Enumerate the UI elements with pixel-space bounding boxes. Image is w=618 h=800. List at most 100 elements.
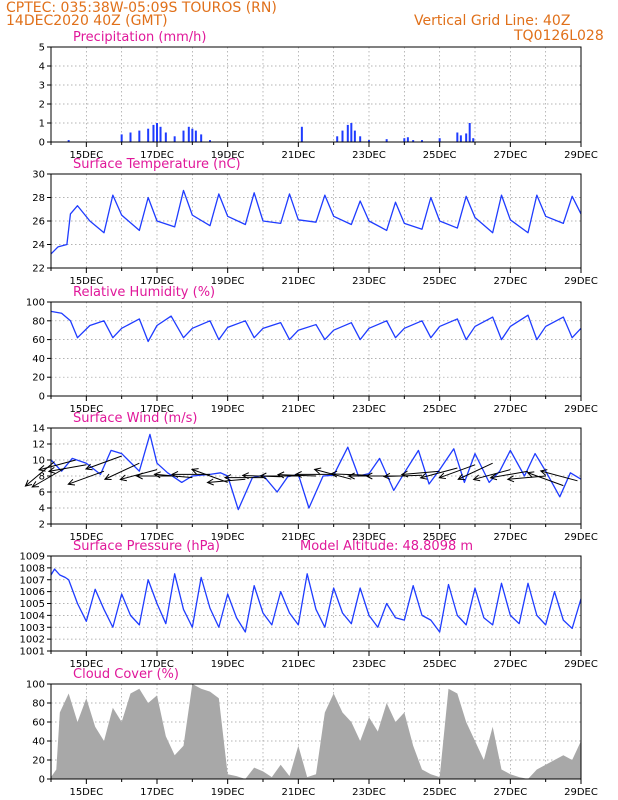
x-tick-label: 29DEC (564, 532, 598, 543)
x-tick-label: 29DEC (564, 787, 598, 798)
y-tick-label: 4 (39, 62, 45, 73)
y-tick-label: 1009 (20, 552, 45, 563)
wind-arrow-head (241, 472, 249, 480)
wind-arrow (540, 470, 578, 482)
y-tick-label: 40 (32, 737, 45, 748)
wind-arrow-head (313, 467, 322, 475)
cloud-title: Cloud Cover (%) (73, 667, 179, 682)
y-tick-label: 0 (39, 392, 45, 403)
y-tick-label: 3 (39, 81, 45, 92)
y-tick-label: 1002 (20, 635, 45, 646)
precip-bar (173, 136, 176, 142)
y-tick-label: 1006 (20, 587, 45, 598)
y-tick-label: 100 (26, 680, 45, 691)
pressure-series-line (50, 568, 582, 633)
y-tick-label: 10 (32, 456, 45, 467)
y-tick-label: 8 (39, 472, 45, 483)
x-tick-label: 25DEC (423, 276, 457, 287)
precip-title: Precipitation (mm/h) (73, 30, 206, 45)
wind-arrow-head (526, 471, 535, 478)
x-tick-label: 23DEC (352, 276, 386, 287)
x-tick-label: 19DEC (211, 532, 245, 543)
precip-bar (341, 130, 344, 142)
x-tick-label: 19DEC (211, 659, 245, 670)
wind-arrow-head (47, 467, 56, 474)
wind-arrow-head (67, 478, 76, 486)
precip-bar (129, 132, 132, 142)
wind-arrow-head (365, 472, 373, 480)
wind-arrow-head (347, 472, 355, 480)
wind-arrow-head (190, 468, 199, 475)
y-tick-label: 100 (26, 298, 45, 309)
y-tick-label: 22 (32, 264, 45, 275)
x-tick-label: 17DEC (140, 787, 174, 798)
x-tick-label: 15DEC (69, 150, 103, 161)
precip-bar (412, 140, 415, 142)
precip-bar (194, 130, 197, 142)
y-tick-label: 12 (32, 440, 45, 451)
x-tick-label: 17DEC (140, 659, 174, 670)
wind-arrow-head (400, 470, 409, 478)
wind-arrow (401, 470, 440, 476)
x-tick-label: 21DEC (281, 532, 315, 543)
y-tick-label: 1007 (20, 575, 45, 586)
cloud-cover-area (51, 684, 581, 779)
x-tick-label: 23DEC (352, 659, 386, 670)
wind-arrow-head (382, 472, 391, 480)
y-tick-label: 0 (39, 138, 45, 149)
precip-bar (459, 135, 462, 142)
wind-arrow-head (31, 481, 39, 488)
x-tick-label: 25DEC (423, 532, 457, 543)
wind-arrow (473, 469, 511, 480)
wind-arrow-head (276, 471, 285, 479)
wind-arrow (507, 475, 546, 480)
wind-arrow-head (153, 471, 161, 479)
y-tick-label: 80 (32, 316, 45, 327)
precip-bar (359, 136, 362, 142)
wind-arrow-head (419, 473, 428, 480)
precip-bar (385, 139, 388, 142)
wind-arrow (68, 470, 105, 485)
y-tick-label: 80 (32, 699, 45, 710)
wind-arrow-head (103, 473, 112, 480)
x-tick-label: 21DEC (281, 276, 315, 287)
y-tick-label: 1004 (20, 611, 45, 622)
wind-title: Surface Wind (m/s) (73, 411, 197, 426)
rh-series-line (50, 310, 582, 343)
y-tick-label: 1008 (20, 563, 45, 574)
x-tick-label: 21DEC (281, 404, 315, 415)
precip-bar (336, 136, 339, 142)
precip-bar (191, 128, 194, 142)
y-tick-label: 24 (32, 240, 45, 251)
y-tick-label: 20 (32, 756, 45, 767)
precip-bar (421, 140, 423, 142)
x-tick-label: 17DEC (140, 404, 174, 415)
y-tick-label: 40 (32, 354, 45, 365)
x-tick-label: 21DEC (281, 659, 315, 670)
x-tick-label: 27DEC (493, 404, 527, 415)
wind-arrow (331, 473, 370, 476)
x-tick-label: 27DEC (493, 659, 527, 670)
y-tick-label: 4 (39, 504, 45, 515)
wind-panel: 2 4 6 8 10 12 14 15DEC 17DEC 19DEC 21DEC 23DEC 25DEC… (24, 411, 598, 543)
wind-arrow (104, 462, 140, 480)
wind-arrow-head (259, 472, 267, 480)
precip-bar (468, 123, 471, 142)
wind-arrow-head (457, 473, 465, 480)
wind-arrow-head (472, 474, 481, 482)
precip-bar (353, 130, 356, 142)
x-tick-label: 29DEC (564, 276, 598, 287)
precip-frame (50, 46, 582, 143)
precip-bar (120, 134, 123, 142)
x-tick-label: 19DEC (211, 276, 245, 287)
wind-arrow (458, 462, 493, 480)
rh-title: Relative Humidity (%) (73, 285, 215, 300)
wind-arrow-head (329, 470, 338, 478)
x-tick-label: 23DEC (352, 532, 386, 543)
header-grid-note: Vertical Grid Line: 40Z (414, 13, 570, 29)
x-tick-label: 23DEC (352, 150, 386, 161)
wind-arrow-head (223, 474, 232, 482)
wind-arrow (25, 461, 55, 487)
precip-bar (456, 132, 459, 142)
